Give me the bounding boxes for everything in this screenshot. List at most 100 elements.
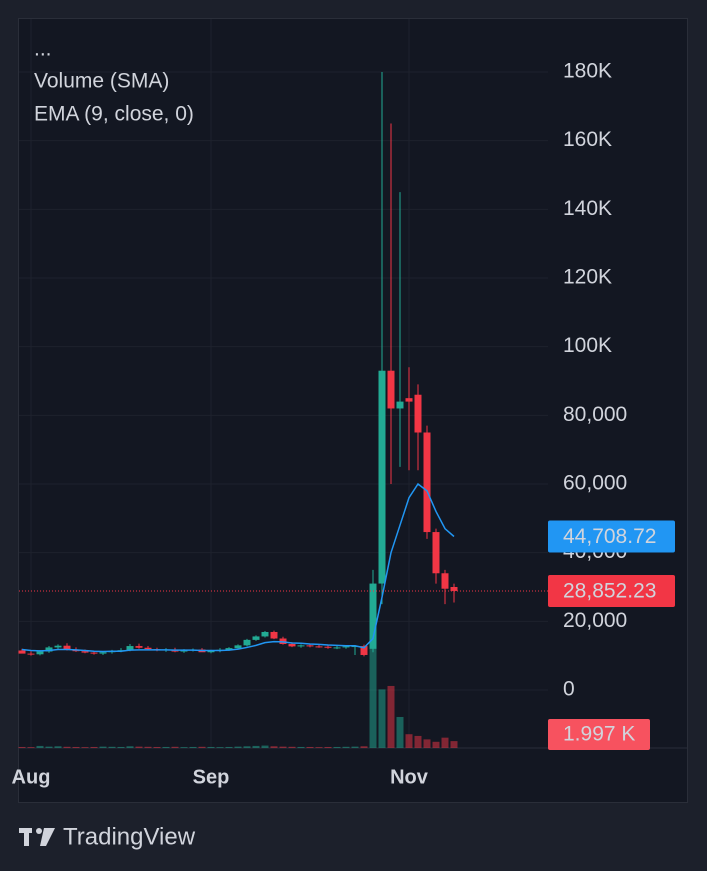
volume-bar xyxy=(144,746,152,748)
volume-bar xyxy=(243,746,251,748)
volume-bar xyxy=(45,746,53,748)
volume-bar xyxy=(432,741,440,748)
x-tick-label: Sep xyxy=(193,766,230,788)
volume-bar xyxy=(63,746,71,748)
candle-body xyxy=(450,587,458,591)
candle-body xyxy=(90,652,98,654)
candle-body xyxy=(252,636,260,640)
candle-body xyxy=(360,646,368,655)
candle-body xyxy=(45,647,53,652)
volume-bar xyxy=(153,746,161,748)
y-tick-label: 0 xyxy=(563,678,575,701)
y-tick-label: 120K xyxy=(563,266,612,289)
candle-body xyxy=(387,370,395,409)
candle-body xyxy=(144,647,152,650)
volume-bar xyxy=(216,747,224,748)
candle-body xyxy=(342,646,350,648)
volume-bar xyxy=(27,747,35,748)
candle-body xyxy=(234,645,242,649)
brand-logo xyxy=(19,828,55,846)
volume-bar xyxy=(324,746,332,748)
ema-last-label: 44,708.72 xyxy=(563,525,656,548)
candle-body xyxy=(405,398,413,402)
volume-last-label: 1.997 K xyxy=(563,723,635,746)
volume-bar xyxy=(117,746,125,748)
volume-bar xyxy=(315,747,323,748)
volume-bar xyxy=(297,746,305,748)
candle-body xyxy=(243,639,251,646)
volume-bar xyxy=(99,746,107,748)
chart-frame xyxy=(18,18,688,803)
volume-bar xyxy=(36,745,44,748)
x-tick-label: Nov xyxy=(390,766,429,788)
volume-bar xyxy=(81,747,89,748)
y-tick-label: 80,000 xyxy=(563,403,627,426)
volume-bar xyxy=(54,746,62,748)
candle-body xyxy=(432,532,440,574)
volume-bar xyxy=(450,741,458,748)
y-tick-label: 140K xyxy=(563,197,612,220)
volume-bar xyxy=(387,685,395,748)
volume-bar xyxy=(351,746,359,748)
volume-bar xyxy=(333,746,341,748)
candle-body xyxy=(207,650,215,653)
candle-body xyxy=(378,370,386,584)
volume-bar xyxy=(279,746,287,748)
volume-bar xyxy=(225,746,233,748)
candle-body xyxy=(288,643,296,647)
volume-bar xyxy=(342,746,350,748)
candle-body xyxy=(396,401,404,409)
candle-body xyxy=(315,646,323,648)
volume-bar xyxy=(423,739,431,748)
candle-body xyxy=(423,432,431,533)
candle-body xyxy=(333,647,341,649)
volume-bar xyxy=(369,586,377,748)
candle-body xyxy=(369,583,377,649)
y-tick-label: 100K xyxy=(563,334,612,357)
candle-body xyxy=(36,651,44,655)
volume-bar xyxy=(288,746,296,748)
candle-body xyxy=(441,573,449,589)
candle-body xyxy=(27,653,35,655)
candle-body xyxy=(351,646,359,648)
candle-body xyxy=(81,651,89,653)
volume-bar xyxy=(189,746,197,748)
volume-bar xyxy=(108,746,116,748)
candle-body xyxy=(99,652,107,654)
candle-body xyxy=(135,646,143,648)
legend-ema: EMA (9, close, 0) xyxy=(34,103,194,126)
legend-volume: Volume (SMA) xyxy=(34,70,169,93)
plot: 020,00040,00060,00080,000100K120K140K160… xyxy=(12,19,687,788)
volume-bar xyxy=(252,745,260,748)
last-price-label: 28,852.23 xyxy=(563,579,656,602)
volume-bar xyxy=(135,746,143,748)
volume-bar xyxy=(171,746,179,748)
volume-bar xyxy=(270,746,278,748)
volume-bar xyxy=(198,746,206,748)
candle-body xyxy=(324,646,332,648)
candle-body xyxy=(54,645,62,648)
volume-bar xyxy=(207,746,215,748)
candle-body xyxy=(225,648,233,650)
candle-body xyxy=(270,631,278,639)
candle-body xyxy=(297,645,305,647)
volume-last-label-bg xyxy=(548,719,650,750)
candle-body xyxy=(261,631,269,637)
brand-name: TradingView xyxy=(63,823,196,850)
legend-menu[interactable]: ... xyxy=(34,38,52,61)
y-tick-label: 180K xyxy=(563,60,612,83)
ema-line xyxy=(21,482,455,653)
volume-bar xyxy=(18,746,26,748)
candle-body xyxy=(63,645,71,650)
volume-bar xyxy=(405,734,413,748)
candle-body xyxy=(126,646,134,651)
volume-bar xyxy=(234,746,242,748)
candle-body xyxy=(306,645,314,647)
y-tick-label: 60,000 xyxy=(563,472,627,495)
candle-body xyxy=(414,394,422,433)
volume-bar xyxy=(414,735,422,748)
volume-bar xyxy=(180,747,188,748)
volume-bar xyxy=(396,716,404,748)
